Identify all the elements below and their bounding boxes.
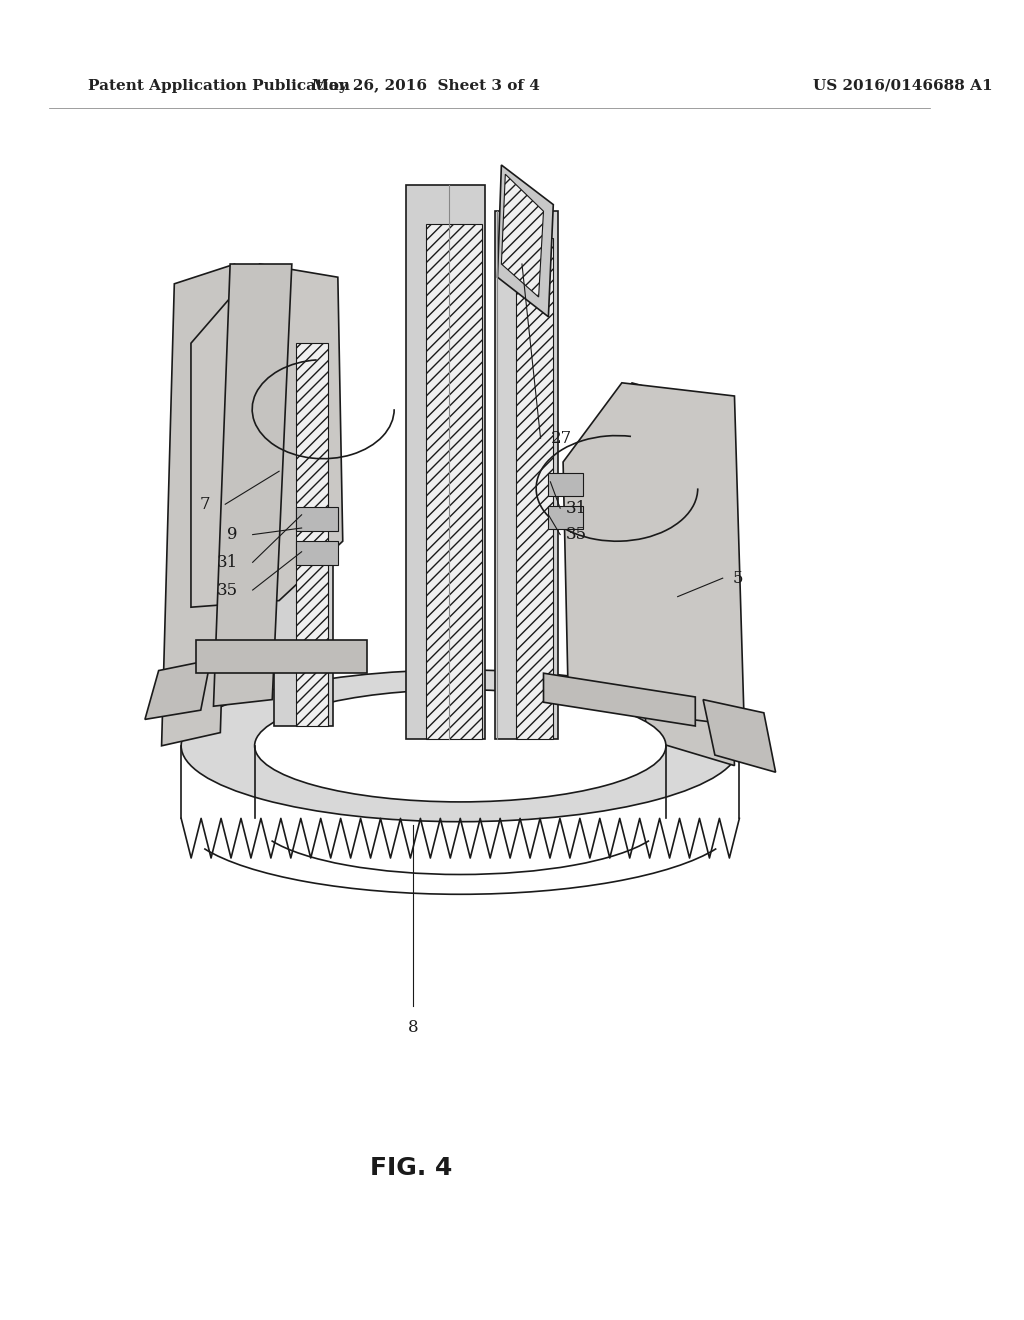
- Text: 31: 31: [217, 554, 238, 570]
- Polygon shape: [632, 383, 734, 766]
- Polygon shape: [407, 185, 484, 739]
- Polygon shape: [498, 165, 553, 317]
- Text: FIG. 4: FIG. 4: [370, 1156, 453, 1180]
- Polygon shape: [563, 383, 744, 726]
- Text: 35: 35: [566, 527, 587, 543]
- Text: US 2016/0146688 A1: US 2016/0146688 A1: [813, 79, 992, 92]
- Polygon shape: [495, 211, 558, 739]
- Polygon shape: [190, 264, 343, 607]
- Polygon shape: [549, 506, 583, 529]
- Text: Patent Application Publication: Patent Application Publication: [88, 79, 350, 92]
- Polygon shape: [296, 541, 338, 565]
- Ellipse shape: [181, 671, 739, 821]
- Polygon shape: [196, 640, 368, 673]
- Polygon shape: [544, 673, 695, 726]
- Polygon shape: [274, 317, 333, 726]
- Text: 27: 27: [550, 430, 571, 446]
- Polygon shape: [502, 174, 544, 297]
- Text: May 26, 2016  Sheet 3 of 4: May 26, 2016 Sheet 3 of 4: [312, 79, 540, 92]
- Text: 31: 31: [566, 500, 588, 516]
- Text: 9: 9: [227, 527, 238, 543]
- Polygon shape: [145, 660, 211, 719]
- Text: 7: 7: [200, 496, 211, 512]
- Polygon shape: [426, 224, 482, 739]
- Polygon shape: [296, 343, 328, 726]
- Polygon shape: [296, 507, 338, 531]
- Polygon shape: [516, 238, 553, 739]
- Polygon shape: [703, 700, 775, 772]
- Text: 8: 8: [408, 1019, 419, 1036]
- Text: 35: 35: [217, 582, 238, 598]
- Text: 5: 5: [732, 570, 743, 586]
- Polygon shape: [213, 264, 292, 706]
- Polygon shape: [162, 264, 236, 746]
- Polygon shape: [549, 473, 583, 496]
- Ellipse shape: [255, 689, 666, 801]
